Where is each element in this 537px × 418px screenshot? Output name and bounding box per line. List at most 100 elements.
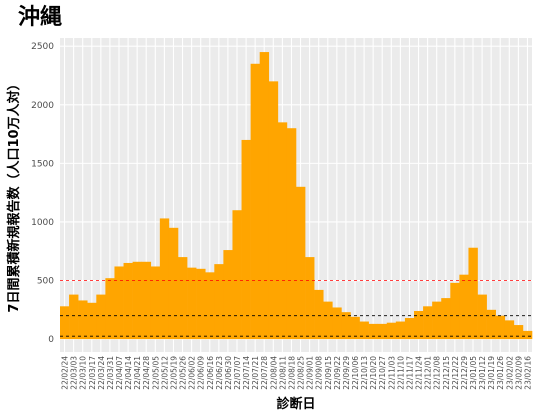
x-tick-label: 22/07/21 [251,356,260,390]
x-tick-label: 23/01/05 [469,356,478,390]
bar [350,316,360,340]
y-tick-label: 2500 [31,42,54,52]
x-tick-label: 22/06/02 [188,356,197,390]
x-tick-label: 22/07/14 [242,356,251,390]
x-tick-label: 22/11/17 [405,356,414,390]
bar [477,294,487,340]
bar [377,323,388,340]
bar [241,139,251,340]
x-tick-label: 22/02/24 [61,356,70,390]
x-tick-label: 22/08/25 [297,356,306,390]
x-tick-label: 23/02/16 [523,356,532,390]
y-tick-label: 2000 [31,101,54,111]
x-tick-label: 23/02/09 [514,356,523,390]
bar [196,268,206,340]
x-tick-label: 22/03/31 [106,356,115,390]
bar [332,307,342,340]
x-tick-label: 22/06/30 [224,356,233,390]
bar [96,294,106,340]
x-tick-label: 22/03/10 [79,356,88,390]
x-tick-label: 23/01/19 [487,356,496,390]
bar [168,227,179,340]
bar [359,321,369,340]
x-tick-label: 22/09/15 [324,356,333,390]
x-tick-label: 22/12/01 [424,356,433,390]
bar [223,250,233,340]
bar [286,128,297,340]
x-tick-label: 22/12/29 [460,356,469,390]
x-tick-label: 22/09/08 [315,356,324,390]
bar [87,302,97,340]
x-tick-label: 22/03/03 [70,356,79,390]
bar [468,247,478,340]
x-tick-label: 22/12/08 [433,356,442,390]
bar [522,330,533,340]
y-tick-label: 500 [37,277,54,287]
x-tick-label: 22/11/10 [396,356,405,390]
bar [123,262,133,340]
x-tick-label: 22/05/19 [169,356,178,390]
x-tick-label: 22/08/11 [278,356,287,390]
x-tick-label: 22/10/06 [351,356,360,390]
bar [341,312,351,340]
x-tick-label: 22/09/29 [342,356,351,390]
bar [432,301,442,340]
bar [495,315,506,340]
bar [150,266,161,340]
bar [323,301,333,340]
bar [250,63,260,340]
x-tick-label: 22/06/09 [197,356,206,390]
bar [386,322,397,340]
x-tick-label: 22/04/21 [133,356,142,390]
bar [105,278,115,340]
bar [205,272,215,340]
x-tick-label: 23/01/26 [496,356,505,390]
bar [305,257,315,340]
x-tick-label: 22/08/04 [269,356,278,390]
x-tick-label: 22/09/01 [306,356,315,390]
x-tick-label: 23/01/12 [478,356,487,390]
bar [395,321,406,340]
bar [504,320,515,340]
x-tick-label: 22/11/03 [387,356,396,390]
x-tick-label: 22/09/22 [333,356,342,390]
x-tick-label: 22/10/27 [378,356,387,390]
bar [513,325,524,340]
bar [486,309,496,340]
x-tick-label: 22/03/24 [97,356,106,390]
x-tick-label: 22/12/22 [451,356,460,390]
bar [459,274,469,340]
bar [423,306,433,340]
x-tick-label: 22/08/18 [287,356,296,390]
x-tick-label: 22/07/07 [233,356,242,390]
x-tick-label: 22/05/05 [151,356,160,390]
x-tick-label: 22/04/14 [124,356,133,390]
y-tick-label: 0 [48,335,54,345]
x-tick-label: 22/04/07 [115,356,124,390]
bar [114,266,124,340]
bar [268,81,279,340]
bar [178,257,188,340]
y-axis-label: 7日間累積新規報告数（人口10万人対） [6,77,22,312]
x-tick-label: 22/05/26 [179,356,188,390]
x-tick-label: 22/05/12 [160,356,169,390]
bar [259,52,270,340]
bar [404,318,415,340]
bar [296,186,306,340]
bar [232,210,242,340]
x-tick-label: 23/02/02 [505,356,514,390]
x-tick-label: 22/07/28 [260,356,269,390]
bar [441,298,451,340]
bar [69,294,79,340]
x-tick-label: 22/10/13 [360,356,369,390]
bar [277,122,288,340]
x-tick-label: 22/04/28 [142,356,151,390]
x-tick-label: 22/12/15 [442,356,451,390]
y-tick-label: 1000 [31,218,54,228]
y-tick-label: 1500 [31,159,54,169]
bar [141,261,152,340]
bar [187,267,197,340]
bar [214,264,224,340]
x-axis-label: 診断日 [276,396,315,412]
